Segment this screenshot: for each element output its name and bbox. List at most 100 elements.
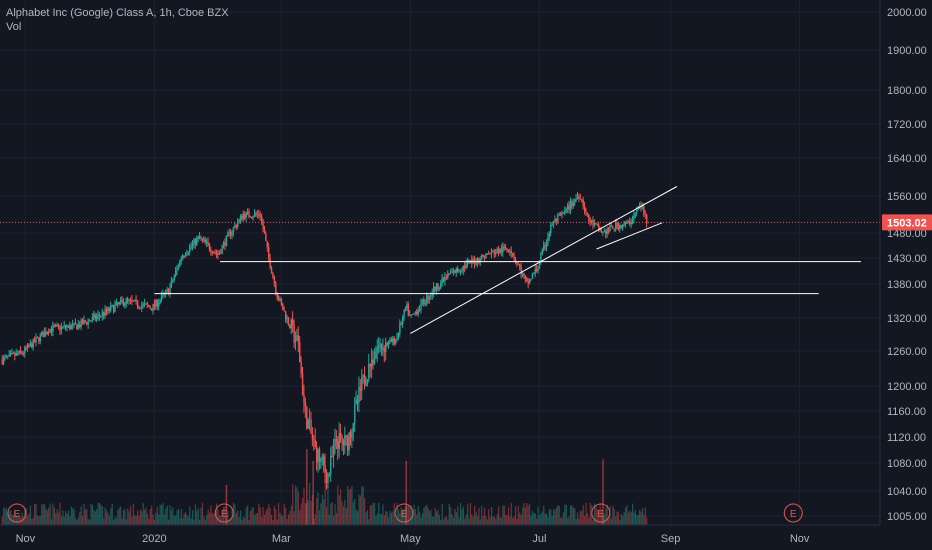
trend-line[interactable]	[410, 186, 678, 334]
earnings-circle	[7, 503, 27, 523]
volume-bar	[187, 516, 189, 525]
candle-body	[107, 307, 109, 312]
drawings[interactable]	[0, 186, 880, 334]
candle-body	[410, 314, 412, 316]
candle-body	[517, 263, 520, 265]
candle-body	[67, 325, 70, 327]
price-axis[interactable]: 2000.00 1900.00 1800.00 1720.00 1640.00 1560.…	[879, 0, 932, 550]
candle-body	[189, 246, 191, 252]
candle-body	[368, 363, 370, 380]
candle-body	[404, 308, 407, 310]
volume-bar	[417, 505, 419, 525]
volume-bar	[548, 509, 550, 525]
candle-body	[351, 431, 353, 438]
candle-body	[110, 305, 112, 311]
last-price-tag[interactable]	[882, 214, 932, 231]
candle-body	[303, 394, 305, 403]
candle-body	[284, 311, 287, 320]
volume-bar	[428, 511, 431, 525]
candle-body	[275, 283, 277, 293]
volume-bar	[617, 511, 620, 525]
candle-body	[12, 352, 15, 354]
volume-bar	[132, 503, 134, 525]
volume-bar	[622, 515, 624, 525]
volume-bar	[376, 513, 378, 525]
earnings-marker[interactable]: E	[591, 503, 611, 523]
earnings-marker[interactable]: E	[783, 503, 803, 523]
volume-bar	[586, 513, 589, 525]
volume-bar	[389, 510, 391, 525]
volume-bar	[419, 511, 421, 525]
candle-body	[514, 258, 517, 262]
volume-bar	[489, 517, 491, 525]
candle-body	[616, 222, 618, 226]
volume-bar	[320, 503, 322, 525]
time-axis[interactable]: Nov 2020 Mar May Jul Sep Nov	[0, 524, 880, 545]
volume-bar	[84, 509, 87, 525]
earnings-circle	[394, 503, 414, 523]
candle-body	[598, 224, 600, 229]
volume-bar	[100, 504, 102, 525]
volume-bar	[578, 518, 580, 525]
volume-bar	[93, 510, 95, 525]
candle-body	[614, 222, 617, 229]
volume-bar	[235, 512, 237, 525]
candle-body	[365, 384, 367, 386]
volume-bar	[409, 506, 411, 525]
volume-bar	[472, 516, 474, 525]
candle-body	[97, 314, 99, 317]
candle-body	[227, 232, 229, 236]
volume-bar	[478, 507, 480, 525]
candle-body	[341, 436, 343, 441]
volume-bar	[613, 508, 615, 525]
candle-body	[524, 275, 527, 279]
price-tick-label: 1040.00	[887, 486, 927, 498]
volume-bar	[56, 509, 58, 525]
volume-bar	[328, 514, 330, 525]
volume-bar	[62, 510, 64, 525]
volume-bar	[289, 511, 291, 525]
volume-bar	[434, 508, 436, 525]
volume-bar	[626, 505, 628, 525]
candle-body	[139, 307, 142, 309]
volume-bar	[107, 512, 109, 525]
volume-label[interactable]: Vol	[6, 21, 22, 33]
trend-line[interactable]	[596, 222, 663, 250]
volume-bar	[337, 485, 339, 525]
volume-bar	[465, 514, 467, 525]
volume-bar	[379, 514, 381, 525]
candle-body	[359, 387, 362, 391]
candle-body	[153, 303, 156, 307]
volume-bar	[311, 494, 314, 525]
volume-bar	[420, 517, 422, 525]
candle-body	[282, 303, 284, 310]
volume-bar	[137, 510, 139, 525]
volume-bar	[86, 508, 88, 525]
candle-body	[307, 420, 309, 429]
candle-body	[70, 325, 73, 330]
earnings-marker[interactable]: E	[394, 503, 414, 523]
volume-bar	[441, 503, 443, 525]
volume-bar	[282, 516, 284, 525]
volume-bar	[561, 517, 563, 525]
candle-body	[87, 320, 89, 325]
volume-bar	[96, 509, 98, 525]
volume-bar	[510, 502, 512, 525]
volume-bar	[309, 482, 311, 525]
candle-body	[637, 208, 639, 211]
volume-bar	[129, 506, 132, 525]
candle-body	[301, 373, 304, 395]
candle-body	[77, 324, 80, 330]
candle-body	[382, 347, 384, 350]
candle-body	[262, 220, 264, 229]
candle-body	[406, 304, 408, 309]
symbol-title[interactable]: Alphabet Inc (Google) Class A, 1h, Cboe …	[6, 7, 229, 19]
volume-bar	[186, 514, 188, 525]
earnings-marker[interactable]: E	[7, 503, 27, 523]
earnings-marker[interactable]: E	[214, 503, 234, 523]
volume-bar	[600, 510, 603, 525]
candle-body	[42, 332, 44, 338]
